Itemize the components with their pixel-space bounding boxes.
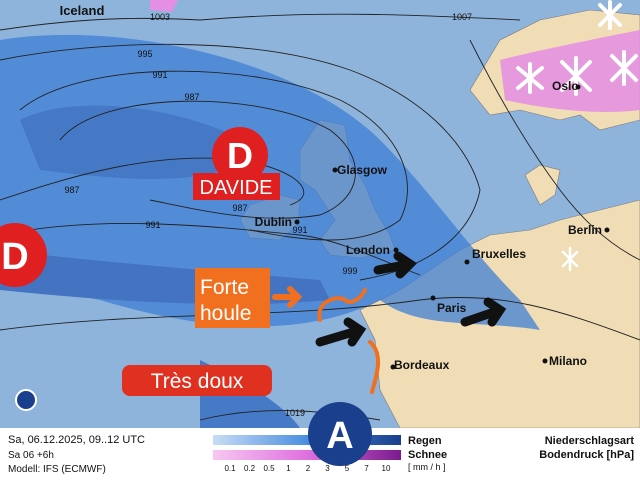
legend-tick: 0.1 [224, 464, 236, 473]
isobar-label: 995 [137, 49, 152, 59]
legend-tick: 0.2 [244, 464, 256, 473]
city-label: Bordeaux [394, 358, 450, 372]
legend-tick: 7 [364, 464, 369, 473]
step: Sa 06 +6h [8, 450, 54, 461]
swell-arrows [272, 286, 381, 394]
date: Sa, 06.12.2025, 09..12 UTC [8, 434, 145, 446]
isobars [0, 13, 640, 421]
low-symbol: D [1, 236, 28, 278]
swell-box [195, 268, 270, 328]
city-dot [390, 364, 396, 370]
snow-area [150, 0, 178, 12]
legend-tick: 10 [382, 464, 391, 473]
type-label: Niederschlagsart [545, 435, 635, 447]
legend-tick: 5 [345, 464, 350, 473]
isobar-label: 991 [292, 225, 307, 235]
isobar-label: 987 [232, 203, 247, 213]
legend-tick: 0.5 [263, 464, 275, 473]
isobar-label: 1003 [150, 12, 170, 22]
high-symbol: A [326, 415, 353, 457]
legend-tick: 1 [286, 464, 291, 473]
wind-arrows [315, 251, 507, 347]
model: Modell: IFS (ECMWF) [8, 464, 106, 475]
swell-label: Forte [200, 276, 249, 299]
pressure-label: Bodendruck [hPa] [539, 449, 634, 461]
city-dot [542, 358, 548, 364]
isobar-label: 991 [152, 70, 167, 80]
city-label: Glasgow [337, 163, 388, 177]
low-symbol: D [227, 135, 253, 176]
snowflakes [516, 0, 638, 272]
city-dot [464, 259, 470, 265]
city-dot [430, 295, 436, 301]
high-center [308, 402, 372, 466]
mild-box [122, 365, 272, 396]
swell-label: houle [200, 302, 251, 325]
low-center [212, 127, 268, 183]
isobar-label: 999 [342, 266, 357, 276]
legend-rain: Regen [408, 435, 442, 447]
logo [15, 389, 37, 411]
city-label: Milano [549, 354, 587, 368]
city-dot [604, 227, 610, 233]
snow-scale [213, 450, 401, 460]
legend-snow: Schnee [408, 449, 447, 461]
city-dot [332, 167, 338, 173]
city-label: Bruxelles [472, 247, 526, 261]
isobar-label: 987 [64, 185, 79, 195]
city-dot [393, 247, 399, 253]
low-name: DAVIDE [200, 177, 273, 199]
legend-tick: 3 [325, 464, 330, 473]
legend-unit: [ mm / h ] [408, 462, 446, 472]
legend-tick: 2 [306, 464, 311, 473]
city-dot [575, 84, 581, 90]
isobar-label: 991 [145, 220, 160, 230]
city-label: London [346, 243, 390, 257]
low-center [0, 223, 47, 287]
isobar-label: 1007 [452, 12, 472, 22]
rain-scale [213, 435, 401, 445]
city-dot [294, 219, 300, 225]
mild-label: Très doux [151, 370, 244, 393]
isobar-label: 1019 [285, 408, 305, 418]
isobar-label: 987 [184, 92, 199, 102]
city-label: Berlin [568, 223, 602, 237]
region-label: Iceland [60, 3, 105, 18]
city-label: Paris [437, 301, 467, 315]
city-label: Dublin [255, 215, 292, 229]
city-label: Oslo [552, 79, 579, 93]
low-name-box [193, 173, 280, 200]
